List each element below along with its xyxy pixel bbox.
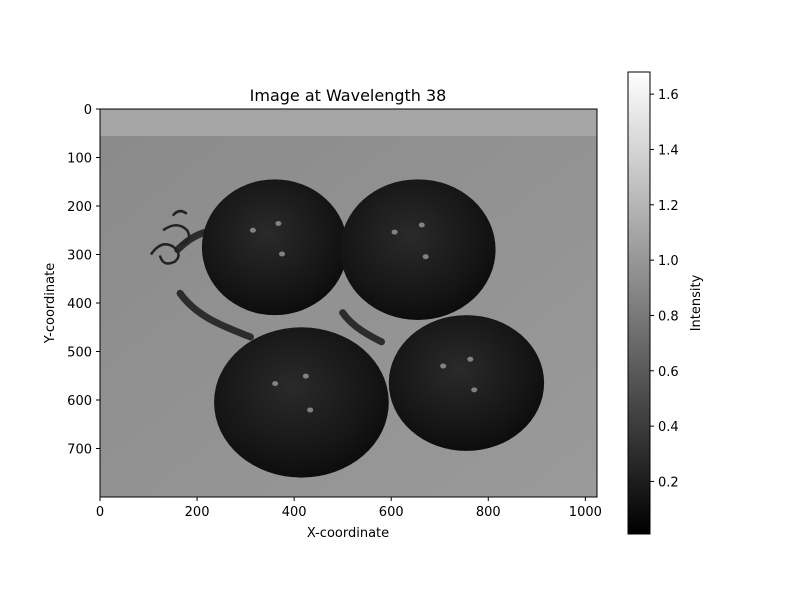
tomato-shape xyxy=(214,327,389,478)
highlight xyxy=(302,373,309,379)
colorbar-tick-label: 1.2 xyxy=(658,199,679,214)
colorbar-tick-label: 0.2 xyxy=(658,475,679,490)
colorbar-label: Intensity xyxy=(689,274,704,331)
tendril xyxy=(149,209,191,265)
y-tick-label: 600 xyxy=(67,394,92,409)
colorbar-ticks: 0.2 0.4 0.6 0.8 1.0 1.2 1.4 1.6 xyxy=(650,88,679,490)
colorbar-tick-label: 1.4 xyxy=(658,143,679,158)
highlight xyxy=(249,227,256,233)
x-tick-label: 800 xyxy=(476,505,501,520)
colorbar-tick-label: 0.4 xyxy=(658,420,679,435)
image-top-band xyxy=(100,109,597,136)
highlight xyxy=(272,381,279,387)
y-axis-ticks: 0 100 200 300 400 500 600 700 xyxy=(67,103,100,458)
x-tick-label: 400 xyxy=(282,505,307,520)
colorbar-tick-label: 1.0 xyxy=(658,254,679,269)
colorbar xyxy=(627,71,651,535)
colorbar-tick-label: 0.6 xyxy=(658,365,679,380)
chart-title: Image at Wavelength 38 xyxy=(250,86,447,105)
highlight xyxy=(422,254,429,260)
tomato-shape xyxy=(340,179,496,320)
x-tick-label: 0 xyxy=(96,505,104,520)
highlight xyxy=(391,229,398,235)
colorbar-tick-label: 0.8 xyxy=(658,309,679,324)
highlight xyxy=(418,222,425,228)
y-tick-label: 0 xyxy=(84,103,92,118)
x-tick-label: 1000 xyxy=(569,505,602,520)
x-tick-label: 200 xyxy=(185,505,210,520)
heatmap-image xyxy=(100,109,597,497)
y-tick-label: 400 xyxy=(67,297,92,312)
tomato-shape xyxy=(201,179,348,316)
x-tick-label: 600 xyxy=(379,505,404,520)
y-tick-label: 200 xyxy=(67,200,92,215)
x-axis-label: X-coordinate xyxy=(307,526,389,541)
y-tick-label: 300 xyxy=(67,249,92,264)
highlight xyxy=(275,220,282,226)
tomato-shape xyxy=(388,315,545,451)
highlight xyxy=(279,251,286,257)
highlight xyxy=(471,387,478,393)
colorbar-tick-label: 1.6 xyxy=(658,88,679,103)
x-axis-ticks: 0 200 400 600 800 1000 xyxy=(96,497,602,520)
y-tick-label: 700 xyxy=(67,443,92,458)
y-axis-label: Y-coordinate xyxy=(43,263,58,344)
highlight xyxy=(307,407,314,413)
highlight xyxy=(467,356,474,362)
y-tick-label: 500 xyxy=(67,346,92,361)
highlight xyxy=(440,363,447,369)
y-tick-label: 100 xyxy=(67,152,92,167)
